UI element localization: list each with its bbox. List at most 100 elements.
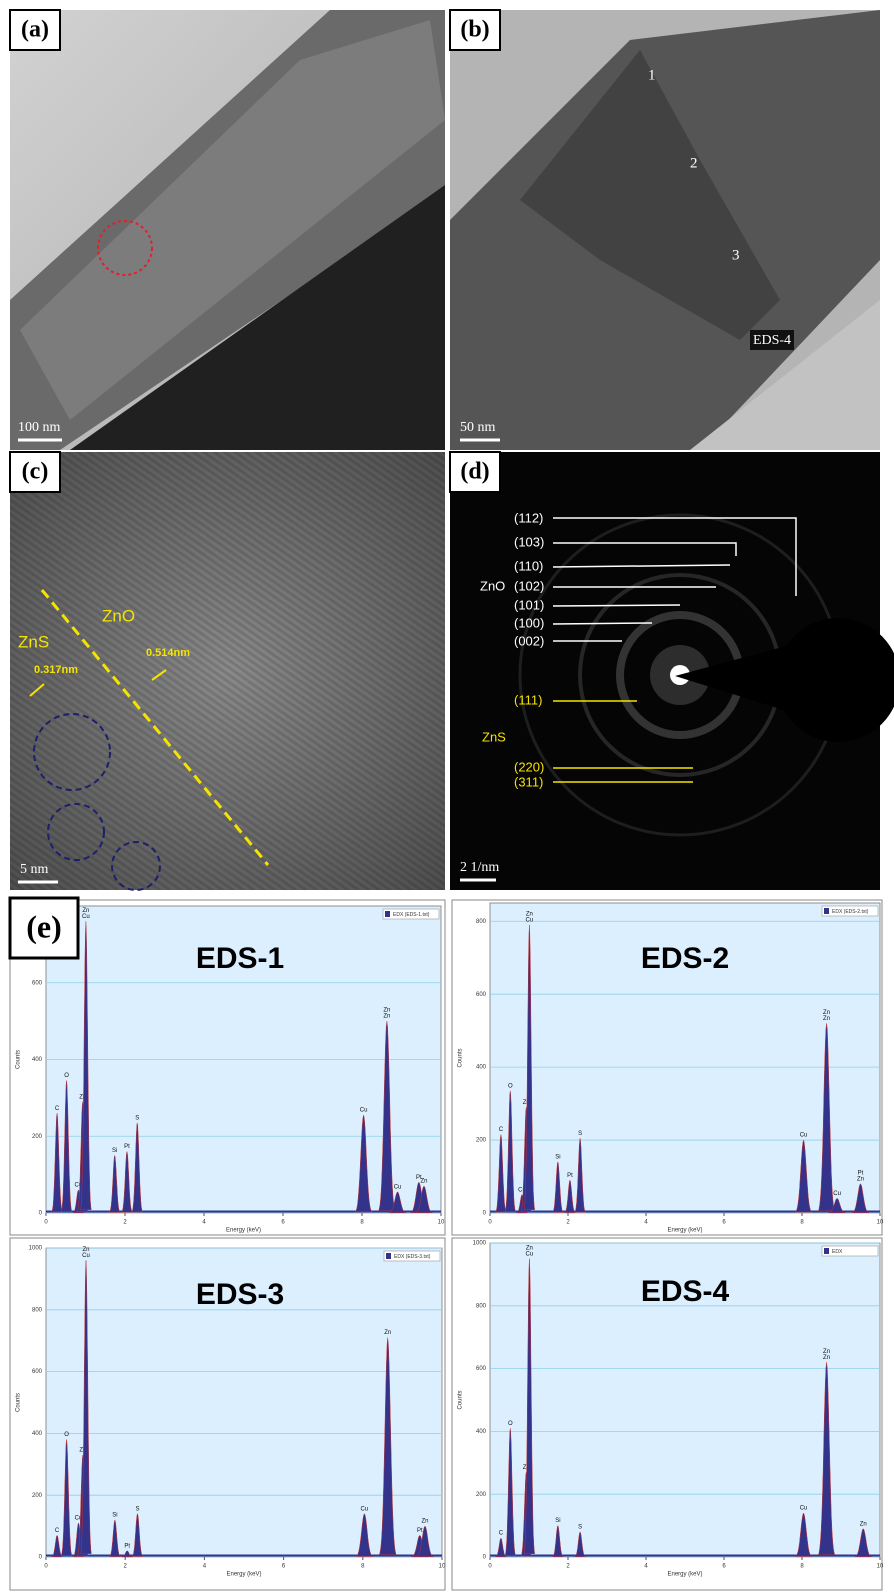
y-tick-label: 200	[476, 1138, 487, 1144]
plane-lines	[552, 517, 797, 642]
peak-label: Zn	[526, 1245, 533, 1251]
y-tick-label: 400	[32, 1057, 43, 1063]
peak	[818, 1023, 836, 1212]
spectrum: 0 200 400 600 800 1000 0 2 4 6 8 10 Energy (keV) Coun…	[451, 1237, 884, 1591]
peak	[495, 1134, 507, 1213]
peak	[80, 1260, 92, 1554]
spectrum: 0 200 400 600 800 0 2 4 6 8 10 Energy (keV) Counts ED…	[451, 899, 884, 1236]
x-tick-label: 6	[722, 1220, 726, 1226]
plot-area	[489, 1242, 881, 1558]
panel-label: (e)	[26, 908, 62, 944]
plane-label: (103)	[514, 534, 544, 549]
scale-label: 2 1/nm	[460, 860, 499, 875]
peak-label: Zn	[82, 908, 89, 914]
panel-a: (a) 100 nm	[9, 9, 445, 450]
spacing-mark	[151, 669, 167, 681]
y-tick-label: 800	[476, 1303, 487, 1309]
y-tick-label: 600	[32, 1369, 43, 1375]
peak	[379, 1337, 397, 1555]
panel-label: (d)	[460, 459, 489, 485]
peak	[828, 1198, 846, 1214]
scale-label: 5 nm	[20, 862, 49, 877]
x-tick-label: 4	[203, 1564, 207, 1570]
peak-label: Zn	[823, 1355, 830, 1361]
peak-label: Zn	[523, 1100, 530, 1106]
peak	[523, 1258, 535, 1554]
x-tick-label: 4	[644, 1564, 648, 1570]
y-tick-label: 600	[32, 980, 43, 986]
phase-label: ZnO	[480, 578, 505, 593]
phase-label: ZnS	[482, 729, 506, 744]
peak-label: O	[508, 1421, 513, 1427]
y-tick-label: 1000	[29, 1246, 43, 1252]
point-label: 1	[648, 67, 656, 83]
peak	[108, 1155, 121, 1213]
peak-label: C	[499, 1531, 504, 1537]
x-tick-label: 4	[202, 1220, 206, 1226]
label-box	[8, 896, 80, 960]
plot-area	[489, 902, 881, 1214]
label-box	[9, 9, 61, 51]
interface-line	[40, 589, 270, 866]
x-tick-label: 0	[488, 1564, 492, 1570]
spacing-label: 0.317nm	[34, 664, 78, 676]
x-tick-label: 6	[281, 1220, 285, 1226]
scale-label: 100 nm	[18, 420, 61, 435]
peak	[574, 1138, 586, 1213]
peak-label: Zn	[79, 1448, 86, 1454]
grain-circle	[33, 713, 111, 791]
legend-swatch	[386, 1253, 391, 1259]
x-tick-label: 2	[123, 1220, 127, 1226]
plane-label: (112)	[514, 510, 543, 525]
peak-label: Si	[555, 1155, 560, 1161]
grain-circle	[47, 803, 105, 861]
legend-box	[821, 905, 879, 917]
peak-label: Si	[555, 1518, 560, 1524]
peak	[818, 1362, 836, 1556]
panel-label: (a)	[21, 17, 49, 43]
x-tick-label: 6	[282, 1564, 286, 1570]
peak-label: Zn	[383, 1014, 390, 1020]
legend-box	[821, 1245, 879, 1257]
plane-label: (102)	[514, 578, 544, 593]
x-tick-label: 10	[877, 1220, 884, 1226]
peak	[495, 1537, 507, 1558]
spectrum: 0 200 400 600 800 1000 0 2 4 6 8 10 Energy (keV) Coun…	[9, 1237, 446, 1591]
plane-label: (002)	[514, 633, 544, 648]
peak	[378, 1021, 396, 1212]
peak-label: C	[499, 1127, 504, 1133]
scale-label: 50 nm	[460, 420, 496, 435]
legend-swatch	[824, 908, 829, 914]
peak-label: Zn	[384, 1330, 391, 1336]
grain-circle	[111, 841, 161, 891]
point-label: 3	[732, 247, 740, 263]
panel-c: ZnO ZnS 0.317nm 0.514nm (c) 5 nm	[9, 451, 445, 891]
peak-label: Zn	[823, 1349, 830, 1355]
plane-label: (220)	[514, 759, 544, 774]
plane-label: (311)	[514, 774, 543, 789]
plot-area	[45, 1247, 443, 1558]
peak	[854, 1528, 872, 1557]
x-tick-label: 2	[566, 1564, 570, 1570]
peak-label: S	[135, 1115, 139, 1121]
legend-swatch	[385, 911, 390, 917]
peak	[552, 1160, 564, 1213]
peak-label: Si	[112, 1148, 117, 1154]
y-axis-label: Counts	[16, 1050, 22, 1069]
legend-label: EDX (EDS-3.txt)	[394, 1254, 431, 1260]
region-circle	[97, 220, 153, 276]
y-tick-label: 0	[39, 1211, 43, 1217]
point-label: 2	[690, 155, 698, 171]
legend-box	[383, 1250, 441, 1262]
label-box	[449, 9, 501, 51]
peak	[563, 1179, 576, 1213]
peak	[60, 1439, 73, 1556]
y-tick-label: 200	[32, 1493, 43, 1499]
x-tick-label: 10	[438, 1220, 445, 1226]
spectrum-title: EDS-4	[641, 1275, 730, 1308]
peak-label: C	[55, 1528, 60, 1534]
eds-box	[750, 330, 794, 350]
spacing-mark	[29, 683, 45, 697]
peak	[389, 1191, 406, 1214]
peak-label: Cu	[360, 1108, 368, 1114]
